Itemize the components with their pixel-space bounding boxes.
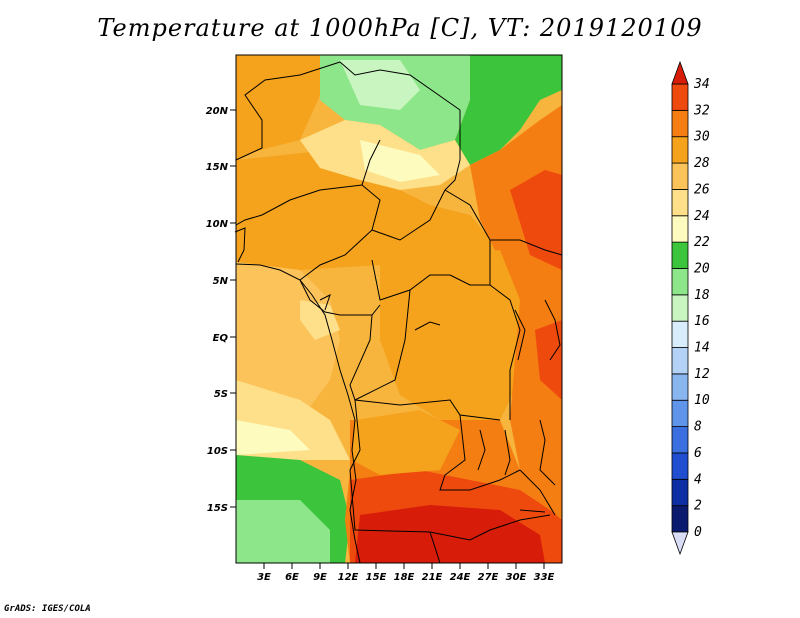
lon-label-24e: 24E: [450, 572, 471, 583]
longitude-axis: 3E 6E 9E 12E 15E 18E 21E 24E 27E 30E 33E: [257, 563, 555, 583]
lon-label-27e: 27E: [478, 572, 499, 583]
colorbar-label: 34: [693, 77, 710, 92]
colorbar-under-arrow: [671, 531, 689, 556]
colorbar-box: [671, 399, 689, 427]
lon-label-18e: 18E: [394, 572, 415, 583]
colorbar-box: [671, 189, 689, 217]
map-frame: [235, 54, 563, 564]
temperature-field: [236, 55, 562, 563]
colorbar-label: 32: [693, 103, 710, 118]
colorbar-label: 30: [693, 130, 710, 145]
colorbar-label: 16: [694, 314, 710, 329]
lat-label-20n: 20N: [206, 106, 229, 117]
colorbar-box: [671, 241, 689, 269]
lat-label-15s: 15S: [207, 503, 228, 514]
grads-credit: GrADS: IGES/COLA: [4, 604, 91, 614]
lon-label-15e: 15E: [366, 572, 387, 583]
colorbar-label: 10: [694, 393, 710, 408]
colorbar-label: 8: [694, 420, 702, 435]
country-borders: [234, 61, 563, 564]
colorbar-label: 0: [694, 525, 702, 540]
lon-label-3e: 3E: [257, 572, 271, 583]
colorbar-box: [671, 426, 689, 454]
colorbar-label: 24: [694, 209, 710, 224]
lat-label-5n: 5N: [213, 276, 229, 287]
lon-label-21e: 21E: [422, 572, 443, 583]
lat-label-5s: 5S: [214, 389, 228, 400]
lon-label-9e: 9E: [313, 572, 327, 583]
colorbar-label: 12: [694, 367, 710, 382]
colorbar-box: [671, 478, 689, 507]
lat-label-15n: 15N: [206, 162, 229, 173]
colorbar-label: 26: [694, 182, 710, 197]
lon-label-33e: 33E: [534, 572, 555, 583]
colorbar-label: 2: [694, 499, 702, 514]
colorbar-label: 14: [694, 341, 710, 356]
colorbar-box: [671, 505, 689, 533]
lon-label-6e: 6E: [285, 572, 299, 583]
colorbar-box: [671, 268, 689, 296]
lon-label-12e: 12E: [338, 572, 359, 583]
colorbar-box: [671, 347, 689, 375]
colorbar-box: [671, 373, 689, 401]
lat-label-10s: 10S: [207, 446, 228, 457]
lon-label-30e: 30E: [506, 572, 527, 583]
colorbar-label: 22: [694, 235, 710, 250]
colorbar-box: [671, 215, 689, 243]
colorbar-box: [671, 83, 689, 111]
lat-label-10n: 10N: [206, 219, 229, 230]
colorbar-label: 20: [694, 261, 710, 276]
colorbar-box: [671, 109, 689, 138]
colorbar-label: 18: [694, 288, 710, 303]
colorbar-box: [671, 162, 689, 190]
colorbar-label: 4: [694, 472, 702, 487]
map-title: Temperature at 1000hPa [C], VT: 20191201…: [97, 14, 703, 42]
colorbar-over-arrow: [671, 60, 689, 85]
colorbar-box: [671, 136, 689, 164]
colorbar-box: [671, 452, 689, 480]
colorbar-box: [671, 320, 689, 348]
colorbar-label: 6: [694, 446, 702, 461]
colorbar-label: 28: [694, 156, 710, 171]
colorbar-box: [671, 294, 689, 322]
lat-label-eq: EQ: [213, 333, 229, 344]
latitude-axis: 20N 15N 10N 5N EQ 5S 10S 15S: [206, 106, 236, 514]
